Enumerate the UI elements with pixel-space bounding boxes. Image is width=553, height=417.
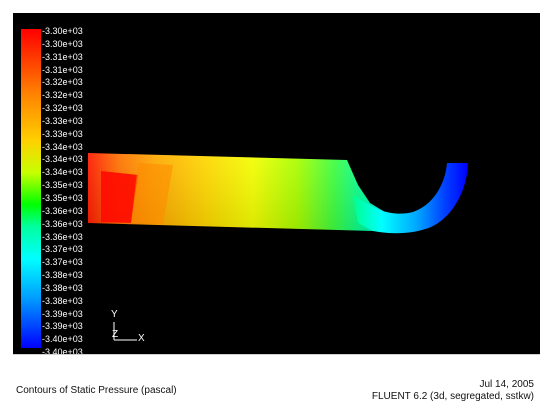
colorbar-label: -3.37e+03 <box>42 257 83 268</box>
colorbar <box>21 29 41 348</box>
plot-info: Jul 14, 2005 FLUENT 6.2 (3d, segregated,… <box>372 379 534 403</box>
plot-title: Contours of Static Pressure (pascal) <box>16 385 177 396</box>
colorbar-labels: -3.30e+03 -3.30e+03 -3.31e+03 -3.31e+03 … <box>42 25 122 359</box>
colorbar-label: -3.32e+03 <box>42 77 83 88</box>
colorbar-label: -3.36e+03 <box>42 231 83 242</box>
axis-triad: Y Z X <box>107 309 157 349</box>
colorbar-label: -3.40e+03 <box>42 334 83 345</box>
axis-y-label: Y <box>111 309 118 320</box>
colorbar-label: -3.34e+03 <box>42 141 83 152</box>
axis-x-label: X <box>138 333 145 344</box>
colorbar-label: -3.35e+03 <box>42 192 83 203</box>
plot-date: Jul 14, 2005 <box>479 379 535 390</box>
colorbar-label: -3.34e+03 <box>42 167 83 178</box>
axis-z-label: Z <box>112 329 119 340</box>
colorbar-label: -3.30e+03 <box>42 26 83 36</box>
colorbar-label: -3.30e+03 <box>42 38 83 49</box>
colorbar-label: -3.31e+03 <box>42 51 83 62</box>
colorbar-label: -3.32e+03 <box>42 90 83 101</box>
colorbar-label: -3.35e+03 <box>42 180 83 191</box>
colorbar-label: -3.33e+03 <box>42 128 83 139</box>
colorbar-label: -3.40e+03 <box>42 347 83 358</box>
contour-orange-zone <box>131 163 173 225</box>
contour-high-pressure-zone <box>101 171 138 223</box>
colorbar-label: -3.33e+03 <box>42 115 83 126</box>
solver-info: FLUENT 6.2 (3d, segregated, sstkw) <box>371 391 534 402</box>
pressure-contour-plot[interactable] <box>13 13 540 354</box>
colorbar-label: -3.38e+03 <box>42 295 83 306</box>
colorbar-label: -3.38e+03 <box>42 282 83 293</box>
plot-footer: Contours of Static Pressure (pascal) Jul… <box>13 354 540 407</box>
colorbar-label: -3.36e+03 <box>42 218 83 229</box>
axis-triad-lines <box>113 322 137 341</box>
colorbar-label: -3.32e+03 <box>42 103 83 114</box>
colorbar-label: -3.39e+03 <box>42 321 83 332</box>
colorbar-label: -3.31e+03 <box>42 64 83 75</box>
graphics-viewport[interactable]: -3.30e+03 -3.30e+03 -3.31e+03 -3.31e+03 … <box>13 13 540 357</box>
contour-hook <box>353 163 468 234</box>
colorbar-label: -3.34e+03 <box>42 154 83 165</box>
colorbar-label: -3.36e+03 <box>42 205 83 216</box>
colorbar-label: -3.38e+03 <box>42 270 83 281</box>
colorbar-label: -3.37e+03 <box>42 244 83 255</box>
colorbar-label: -3.39e+03 <box>42 308 83 319</box>
